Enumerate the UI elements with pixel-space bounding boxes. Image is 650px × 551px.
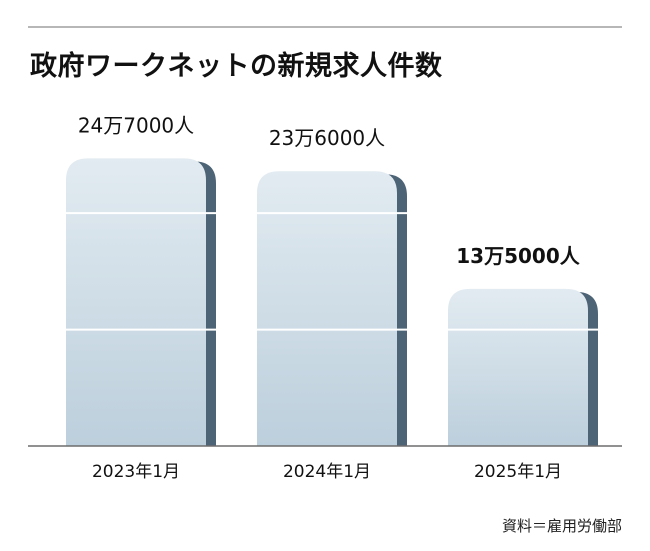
data-label: 24万7000人 bbox=[78, 113, 194, 137]
bar-2 bbox=[257, 171, 397, 446]
chart-title: 政府ワークネットの新規求人件数 bbox=[30, 51, 443, 82]
source-note: 資料＝雇用労働部 bbox=[501, 517, 622, 535]
data-label: 23万6000人 bbox=[269, 126, 385, 150]
gridlines-layer bbox=[66, 212, 598, 331]
bars-layer bbox=[66, 158, 598, 446]
labels-layer: 24万7000人 2023年1月 23万6000人 2024年1月 13万5000人 20… bbox=[78, 113, 581, 482]
data-label: 13万5000人 bbox=[456, 244, 580, 268]
x-tick-label: 2024年1月 bbox=[283, 462, 371, 482]
x-tick-label: 2023年1月 bbox=[92, 462, 180, 482]
bar-3 bbox=[448, 288, 588, 446]
top-rule bbox=[28, 26, 622, 28]
bar-1 bbox=[66, 158, 206, 446]
x-tick-label: 2025年1月 bbox=[474, 462, 562, 482]
